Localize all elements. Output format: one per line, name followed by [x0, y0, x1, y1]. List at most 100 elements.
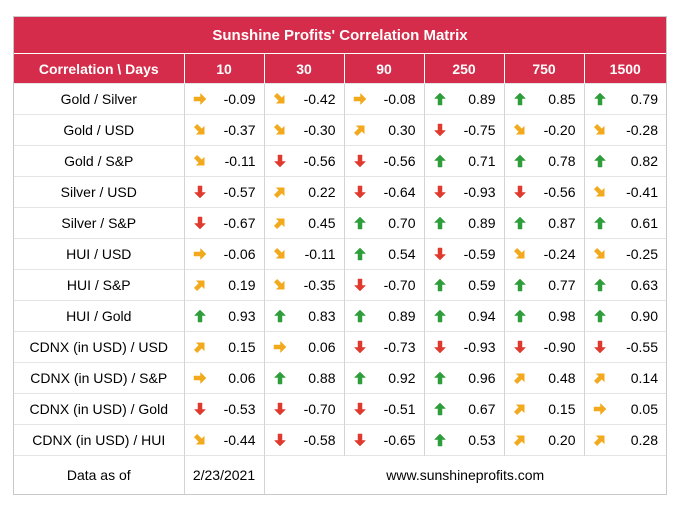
- day-header-90: 90: [344, 54, 425, 84]
- correlation-value: 0.30: [388, 122, 416, 138]
- arrow-down-icon: [513, 340, 527, 354]
- correlation-value: 0.88: [308, 370, 336, 386]
- day-header-30: 30: [264, 54, 345, 84]
- arrow-down-icon: [353, 278, 367, 292]
- correlation-cell: -0.93: [424, 331, 505, 363]
- arrow-down-icon: [433, 185, 447, 199]
- correlation-cell: 0.05: [584, 393, 666, 425]
- correlation-cell: -0.11: [264, 238, 345, 270]
- correlation-cell: -0.06: [184, 238, 265, 270]
- correlation-value: 0.20: [548, 432, 576, 448]
- row-label: CDNX (in USD) / Gold: [14, 393, 185, 425]
- website-link[interactable]: www.sunshineprofits.com: [264, 455, 666, 494]
- table-row: Silver / USD -0.57 0.22 -0.64 -0.93 -0.56 -0.4…: [14, 176, 666, 208]
- correlation-value: 0.48: [548, 370, 576, 386]
- correlation-value: -0.11: [224, 153, 256, 169]
- arrow-up-right-icon: [593, 371, 607, 385]
- arrow-up-icon: [353, 216, 367, 230]
- arrow-down-icon: [593, 340, 607, 354]
- correlation-value: 0.14: [630, 370, 658, 386]
- arrow-down-icon: [273, 402, 287, 416]
- correlation-value: -0.28: [626, 122, 658, 138]
- footer-row: Data as of 2/23/2021 www.sunshineprofits…: [14, 455, 666, 494]
- correlation-value: 0.15: [228, 339, 256, 355]
- arrow-up-icon: [593, 154, 607, 168]
- arrow-up-icon: [433, 433, 447, 447]
- arrow-up-icon: [353, 309, 367, 323]
- correlation-value: -0.30: [303, 122, 336, 138]
- correlation-cell: 0.78: [504, 145, 585, 177]
- correlation-value: -0.44: [223, 432, 256, 448]
- correlation-cell: 0.67: [424, 393, 505, 425]
- table-row: Gold / USD -0.37 -0.30 0.30 -0.75 -0.20 -0.28: [14, 114, 666, 146]
- correlation-cell: 0.96: [424, 362, 505, 394]
- correlation-cell: -0.73: [344, 331, 425, 363]
- correlation-cell: -0.59: [424, 238, 505, 270]
- arrow-right-icon: [193, 92, 207, 106]
- correlation-cell: 0.22: [264, 176, 345, 208]
- arrow-down-right-icon: [593, 185, 607, 199]
- row-label: CDNX (in USD) / S&P: [14, 362, 185, 394]
- table-row: CDNX (in USD) / S&P 0.06 0.88 0.92 0.96 0.48 0…: [14, 362, 666, 394]
- arrow-down-icon: [353, 433, 367, 447]
- correlation-cell: -0.57: [184, 176, 265, 208]
- correlation-cell: 0.06: [264, 331, 345, 363]
- correlation-cell: 0.83: [264, 300, 345, 332]
- corner-header: Correlation \ Days: [14, 54, 185, 84]
- correlation-value: -0.06: [223, 246, 256, 262]
- correlation-cell: 0.89: [424, 83, 505, 115]
- correlation-value: -0.24: [543, 246, 576, 262]
- correlation-cell: -0.56: [344, 145, 425, 177]
- correlation-value: 0.85: [548, 91, 576, 107]
- correlation-cell: -0.90: [504, 331, 585, 363]
- correlation-cell: -0.70: [264, 393, 345, 425]
- correlation-cell: 0.85: [504, 83, 585, 115]
- correlation-value: -0.59: [463, 246, 496, 262]
- correlation-cell: 0.93: [184, 300, 265, 332]
- correlation-cell: -0.75: [424, 114, 505, 146]
- correlation-value: -0.73: [383, 339, 416, 355]
- arrow-down-right-icon: [273, 278, 287, 292]
- arrow-down-right-icon: [193, 123, 207, 137]
- correlation-cell: -0.93: [424, 176, 505, 208]
- arrow-down-right-icon: [593, 247, 607, 261]
- arrow-up-icon: [433, 92, 447, 106]
- correlation-value: 0.79: [630, 91, 658, 107]
- arrow-right-icon: [353, 92, 367, 106]
- correlation-cell: 0.70: [344, 207, 425, 239]
- arrow-up-icon: [273, 371, 287, 385]
- correlation-cell: 0.71: [424, 145, 505, 177]
- arrow-down-icon: [353, 154, 367, 168]
- correlation-cell: 0.88: [264, 362, 345, 394]
- correlation-value: 0.78: [548, 153, 576, 169]
- correlation-matrix: Sunshine Profits' Correlation Matrix Cor…: [13, 16, 667, 495]
- correlation-value: -0.67: [223, 215, 256, 231]
- arrow-down-right-icon: [593, 123, 607, 137]
- correlation-value: -0.56: [383, 153, 416, 169]
- correlation-cell: -0.53: [184, 393, 265, 425]
- arrow-down-right-icon: [273, 123, 287, 137]
- correlation-value: 0.89: [468, 91, 496, 107]
- correlation-cell: -0.67: [184, 207, 265, 239]
- arrow-down-right-icon: [513, 123, 527, 137]
- correlation-value: -0.08: [383, 91, 416, 107]
- correlation-cell: 0.54: [344, 238, 425, 270]
- correlation-value: -0.42: [303, 91, 336, 107]
- correlation-value: 0.92: [388, 370, 416, 386]
- correlation-value: -0.58: [303, 432, 336, 448]
- correlation-value: 0.83: [308, 308, 336, 324]
- correlation-cell: -0.08: [344, 83, 425, 115]
- day-header-750: 750: [504, 54, 585, 84]
- correlation-value: 0.71: [468, 153, 496, 169]
- arrow-down-icon: [433, 247, 447, 261]
- correlation-cell: 0.19: [184, 269, 265, 301]
- correlation-value: 0.67: [468, 401, 496, 417]
- correlation-value: -0.55: [626, 339, 658, 355]
- row-label: CDNX (in USD) / HUI: [14, 424, 185, 456]
- row-label: Gold / S&P: [14, 145, 185, 177]
- correlation-cell: -0.58: [264, 424, 345, 456]
- table-row: CDNX (in USD) / Gold -0.53 -0.70 -0.51 0.67 0…: [14, 393, 666, 425]
- correlation-cell: 0.82: [584, 145, 666, 177]
- correlation-value: -0.51: [383, 401, 416, 417]
- correlation-value: -0.20: [543, 122, 576, 138]
